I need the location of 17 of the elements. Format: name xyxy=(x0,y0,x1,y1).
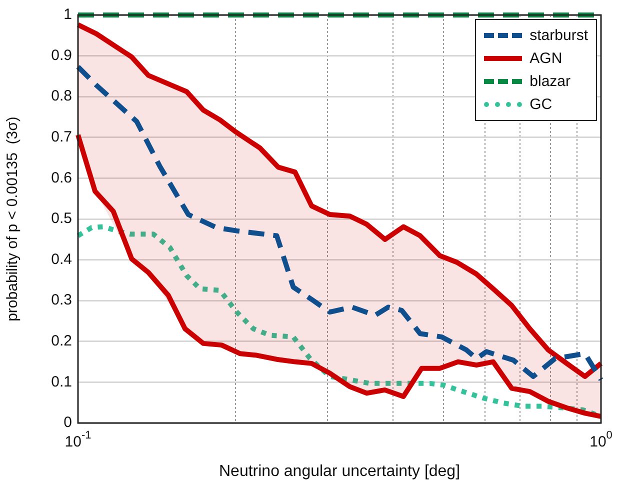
y-tick-label: 0.9 xyxy=(51,46,72,64)
y-tick-label: 0 xyxy=(64,414,72,432)
legend-label: GC xyxy=(530,96,552,113)
y-tick-label: 0.8 xyxy=(51,88,72,105)
legend-label: blazar xyxy=(530,73,570,90)
y-tick-label: 0.2 xyxy=(51,332,72,350)
y-tick-label: 0.7 xyxy=(51,128,72,146)
legend-label: starburst xyxy=(530,27,588,44)
y-tick-label: 1 xyxy=(64,6,72,24)
y-tick-label: 0.3 xyxy=(51,292,72,309)
y-tick-label: 0.6 xyxy=(51,169,72,186)
x-axis-title: Neutrino angular uncertainty [deg] xyxy=(218,462,460,480)
y-tick-label: 0.5 xyxy=(51,210,72,228)
y-axis-title: probability of p < 0.00135 (3σ) xyxy=(4,116,22,322)
y-tick-label: 0.1 xyxy=(51,373,72,390)
y-tick-label: 0.4 xyxy=(51,250,72,268)
legend-label: AGN xyxy=(530,50,562,67)
